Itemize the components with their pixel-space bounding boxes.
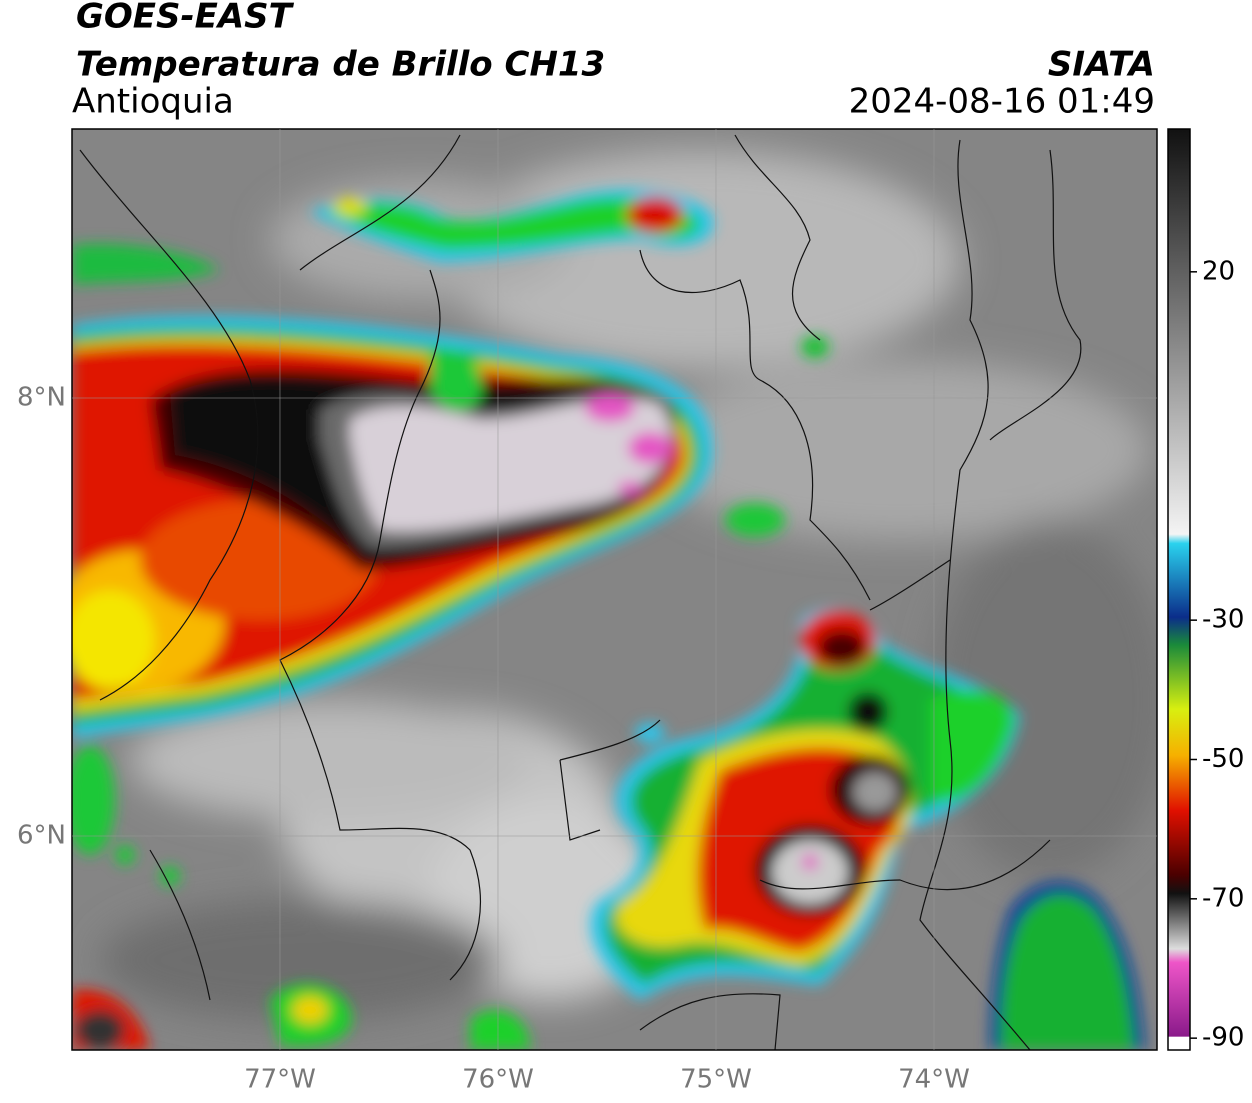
lon-tick-label: 75°W	[680, 1065, 752, 1095]
colorbar	[1167, 128, 1191, 1051]
colorbar-tick-label: -70	[1202, 883, 1244, 913]
satellite-image	[72, 129, 1157, 1050]
source: SIATA	[1048, 45, 1155, 85]
colorbar-tick-label: -90	[1202, 1023, 1244, 1053]
lon-tick-label: 76°W	[462, 1065, 534, 1095]
region: Antioquia	[72, 82, 234, 122]
map-frame	[71, 128, 1158, 1051]
colorbar-tick-label: -50	[1202, 744, 1244, 774]
subtitle: Temperatura de Brillo CH13	[76, 45, 605, 85]
lat-tick-label: 6°N	[17, 821, 66, 851]
lon-tick-label: 77°W	[244, 1065, 316, 1095]
timestamp: 2024-08-16 01:49	[849, 82, 1155, 122]
colorbar-tick-label: 20	[1202, 256, 1235, 286]
lon-tick-label: 74°W	[898, 1065, 970, 1095]
lat-tick-label: 8°N	[17, 382, 66, 412]
graticule	[72, 129, 1157, 1050]
title: GOES-EAST	[76, 0, 295, 37]
colorbar-tick-label: -30	[1202, 605, 1244, 635]
